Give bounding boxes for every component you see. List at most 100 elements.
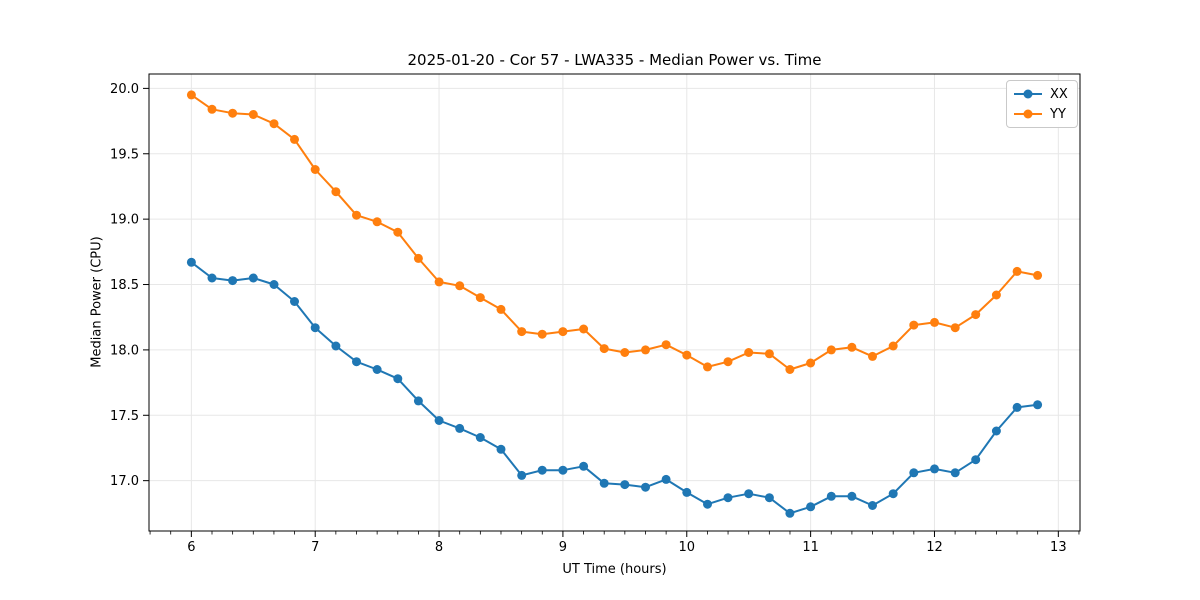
data-point — [372, 365, 382, 374]
data-point — [806, 358, 816, 368]
data-point — [352, 210, 361, 220]
data-point — [331, 187, 341, 197]
y-tick-label: 19.5 — [110, 147, 139, 162]
data-point — [455, 423, 465, 433]
x-tick-label: 8 — [435, 540, 443, 555]
data-point — [744, 348, 754, 357]
axes-spines — [148, 73, 1081, 532]
data-point — [413, 396, 423, 406]
data-point — [579, 461, 589, 471]
x-tick-label: 7 — [311, 540, 319, 555]
data-point — [207, 273, 217, 283]
data-point — [950, 468, 960, 478]
data-point — [888, 341, 898, 351]
data-point — [413, 253, 423, 263]
data-point — [352, 357, 361, 367]
data-point — [682, 487, 692, 497]
data-point — [785, 365, 795, 374]
y-tick-label: 19.0 — [110, 213, 139, 228]
data-point — [269, 119, 279, 129]
data-point — [785, 508, 795, 518]
data-point — [599, 344, 609, 354]
x-tick-label: 6 — [187, 540, 195, 555]
data-point — [475, 293, 485, 303]
legend-label-yy: YY — [1050, 106, 1066, 122]
data-point — [248, 273, 258, 283]
data-point — [228, 276, 238, 286]
data-point — [186, 90, 196, 100]
data-point — [558, 327, 568, 337]
data-point — [1033, 400, 1043, 410]
data-point — [537, 465, 547, 475]
data-point — [620, 480, 630, 490]
data-point — [290, 297, 299, 306]
data-point — [703, 362, 712, 372]
data-point — [909, 468, 919, 478]
legend-label-xx: XX — [1050, 86, 1068, 102]
data-point — [331, 341, 341, 351]
data-point — [455, 281, 465, 291]
data-point — [1012, 402, 1022, 412]
data-point — [971, 455, 981, 465]
data-point — [868, 351, 877, 361]
legend-entry-yy: YY — [1014, 104, 1068, 124]
x-tick-label: 11 — [802, 540, 819, 555]
data-point — [310, 165, 320, 174]
data-point — [950, 323, 960, 333]
data-point — [847, 491, 857, 501]
data-point — [434, 277, 444, 287]
data-point — [290, 134, 299, 144]
data-point — [723, 357, 733, 367]
data-point — [393, 227, 403, 237]
y-tick-label: 17.0 — [110, 474, 139, 489]
y-tick-label: 18.5 — [110, 278, 139, 293]
legend-entry-xx: XX — [1014, 84, 1068, 104]
data-point — [434, 416, 444, 425]
data-point — [909, 320, 919, 330]
data-point — [1012, 266, 1022, 276]
data-point — [393, 374, 403, 384]
data-point — [826, 491, 836, 501]
data-point — [599, 478, 609, 488]
data-point — [868, 501, 877, 510]
data-point — [517, 470, 527, 480]
series-xx-markers — [186, 257, 1043, 518]
data-point — [579, 324, 589, 334]
data-point — [971, 310, 981, 320]
data-point — [806, 502, 816, 512]
data-point — [310, 323, 320, 333]
data-point — [930, 317, 939, 327]
data-point — [888, 489, 898, 499]
y-tick-label: 18.0 — [110, 343, 139, 358]
data-point — [826, 345, 836, 355]
chart-title: 2025-01-20 - Cor 57 - LWA335 - Median Po… — [407, 51, 822, 69]
data-point — [641, 482, 650, 492]
data-point — [723, 493, 733, 503]
data-point — [764, 493, 774, 503]
data-point — [537, 329, 547, 339]
data-point — [744, 489, 754, 499]
x-axis-title: UT Time (hours) — [562, 562, 667, 577]
data-point — [248, 110, 258, 119]
data-point — [1033, 270, 1043, 280]
series-yy-line — [190, 93, 1039, 371]
legend-dot-sample-icon — [1023, 109, 1033, 119]
y-axis-title: Median Power (CPU) — [89, 236, 105, 368]
data-point — [496, 304, 506, 314]
x-tick-label: 9 — [559, 540, 567, 555]
data-point — [228, 108, 238, 118]
data-point — [703, 499, 712, 509]
data-point — [475, 433, 485, 442]
data-point — [641, 345, 650, 355]
legend: XX YY — [1006, 80, 1078, 128]
data-point — [991, 426, 1001, 436]
data-point — [847, 342, 857, 352]
data-point — [517, 327, 527, 337]
legend-marker-xx — [1014, 88, 1042, 100]
data-point — [682, 350, 692, 360]
data-point — [661, 474, 671, 484]
legend-dot-sample-icon — [1023, 89, 1033, 99]
y-tick-label: 17.5 — [110, 409, 139, 424]
